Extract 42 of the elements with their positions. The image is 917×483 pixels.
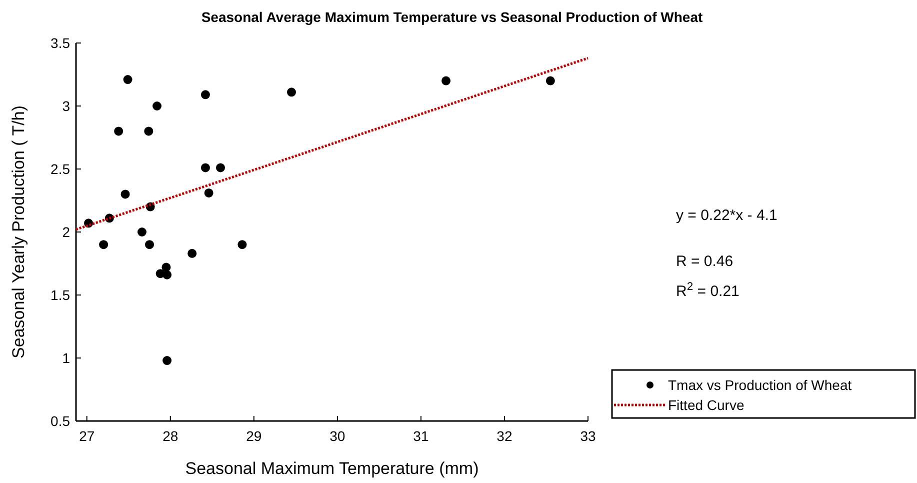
point xyxy=(238,240,247,250)
y-tick-label: 2 xyxy=(62,224,70,240)
point xyxy=(442,76,451,86)
point xyxy=(123,75,132,84)
x-tick-label: 27 xyxy=(79,428,95,444)
point xyxy=(286,88,296,97)
point xyxy=(145,240,154,250)
legend-label: Tmax vs Production of Wheat xyxy=(668,376,852,393)
text: y = 0.22*x - 4.1 xyxy=(676,207,778,224)
y-tick-label: 1 xyxy=(62,350,70,366)
y-tick-label: 0.5 xyxy=(50,412,70,429)
point xyxy=(137,228,146,236)
text: R = 0.46 xyxy=(676,253,734,270)
y-tick-label: 3.5 xyxy=(50,34,70,51)
x-tick-label: 28 xyxy=(162,428,178,444)
point xyxy=(204,188,214,198)
point xyxy=(216,163,225,172)
point xyxy=(162,270,172,280)
text: R$^{2}$ = 0.21 xyxy=(676,281,740,300)
y-tick-label: 1.5 xyxy=(50,286,70,303)
point xyxy=(152,102,162,110)
y-tick-label: 3 xyxy=(62,98,70,114)
point xyxy=(162,262,171,272)
point xyxy=(546,76,555,86)
point xyxy=(188,248,197,258)
x-tick-label: 29 xyxy=(246,428,262,444)
point xyxy=(120,190,130,199)
y-tick-label: 2.5 xyxy=(50,160,70,177)
x-tick-label: 31 xyxy=(413,428,429,444)
y-axis-title: Seasonal Yearly Production ( T/h) xyxy=(9,106,28,358)
legend-label: Fitted Curve xyxy=(668,396,744,413)
point xyxy=(144,126,154,136)
point xyxy=(162,356,172,366)
point xyxy=(99,240,108,250)
x-tick-label: 32 xyxy=(496,428,512,444)
x-axis-title: Seasonal Maximum Temperature (mm) xyxy=(185,459,479,478)
point xyxy=(114,126,124,136)
point xyxy=(200,90,210,100)
x-tick-label: 30 xyxy=(330,428,346,444)
x-tick-label: 33 xyxy=(580,428,596,444)
point xyxy=(200,163,210,172)
chart-title: Seasonal Average Maximum Temperature vs Seasonal Production of Wheat xyxy=(201,9,703,25)
